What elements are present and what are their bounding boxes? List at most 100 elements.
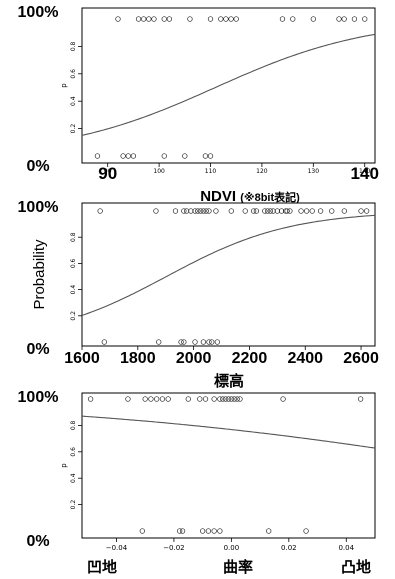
data-point-presence [262,208,268,214]
y-tick-label: 0.2 [70,311,77,321]
y-tick-label: 0.2 [70,500,77,510]
data-point-presence [280,396,286,402]
data-point-presence [264,208,271,214]
data-point-presence [298,208,304,214]
x-tick-label: 0.02 [281,544,297,552]
data-point-presence [125,396,131,402]
data-point-presence [97,208,103,214]
plot-frame [81,392,376,539]
data-point-presence [211,396,217,402]
data-point-presence [242,208,248,214]
data-point-absence [214,339,220,345]
data-point-presence [283,208,289,214]
chart-2: 0.2 0.4 0.6 0.8 100% 0% Probability 1600 1800 200… [18,199,379,390]
data-point-presence [202,396,209,402]
data-point-absence [161,153,167,159]
x-tick-label: 2000 [176,350,212,367]
data-point-presence [351,16,358,22]
data-point-presence [279,16,286,22]
data-point-presence [206,208,212,214]
data-point-presence [303,208,310,214]
data-point-presence [187,16,193,22]
data-point-presence [278,208,285,214]
y-tick-label: 0.2 [70,124,77,134]
data-point-presence [148,396,154,402]
fitted-curve [81,214,376,316]
data-point-presence [200,208,207,214]
x-tick-label: 1600 [64,350,100,367]
y-label-0: 0% [26,158,49,175]
data-point-presence [237,396,243,402]
x-tick-label: 2400 [287,350,323,367]
data-point-presence [228,396,235,402]
plot-frame [81,202,376,347]
data-point-presence [213,208,219,214]
y-tick-label: 0.6 [70,258,77,268]
data-point-absence [130,153,137,159]
x-tick-label: 110 [205,168,217,175]
x-axis-label: NDVI (※8bit表記) [200,188,300,205]
data-point-presence [358,208,364,214]
y-tick-label: 0.4 [70,96,77,106]
data-point-absence [179,528,186,534]
fitted-curve [81,415,376,449]
data-point-presence [270,208,276,214]
data-point-presence [207,16,214,22]
data-point-absence [202,153,209,159]
data-point-presence [228,208,234,214]
data-point-presence [309,208,315,214]
data-point-presence [87,396,94,402]
data-point-absence [139,528,145,534]
x-tick-label: 100 [153,168,165,175]
fitted-curve [81,33,376,136]
data-point-absence [120,153,126,159]
x-tick-label: 0.00 [224,544,240,552]
x-tick-label: 1800 [120,350,156,367]
data-point-presence [161,16,167,22]
data-point-presence [218,16,224,22]
x-left-label: 凹地 [87,558,117,576]
chart-3: 0.2 0.4 0.6 0.8 100% 0% p −0.04 −0.02 0.00 0.02 0.0… [18,389,376,576]
data-point-absence [303,528,309,534]
x-right-label: 凸地 [341,558,371,576]
plot-frame [81,7,376,164]
y-axis-label: Probability [31,239,48,310]
data-point-presence [362,16,368,22]
data-point-absence [178,339,184,345]
y-tick-label: 0.8 [70,232,77,242]
data-point-presence [185,396,191,402]
data-point-presence [181,208,187,214]
data-point-absence [156,339,162,345]
data-point-absence [192,339,198,345]
data-point-absence [209,339,215,345]
data-point-presence [357,396,364,402]
data-point-presence [341,16,347,22]
data-point-presence [267,208,274,214]
data-point-absence [181,339,187,345]
x-tick-label: 0.04 [338,544,354,552]
x-tick-label: −0.02 [163,544,184,552]
y-tick-label: 0.8 [70,420,77,430]
data-point-presence [220,396,226,402]
data-point-absence [182,153,188,159]
data-point-presence [228,16,234,22]
data-point-presence [203,208,209,214]
data-point-presence [197,396,203,402]
data-point-presence [188,208,194,214]
data-point-absence [211,528,217,534]
data-point-presence [146,16,152,22]
y-label-100: 100% [18,199,59,216]
data-point-presence [135,16,142,22]
data-point-presence [222,396,229,402]
data-point-presence [192,208,198,214]
data-point-presence [234,396,240,402]
data-point-presence [151,16,157,22]
data-point-absence [125,153,131,159]
x-tick-label: 2200 [232,350,268,367]
y-label-0: 0% [26,533,49,550]
data-point-presence [253,208,260,214]
x-axis-label-main: NDVI [200,188,240,205]
data-point-presence [274,208,280,214]
